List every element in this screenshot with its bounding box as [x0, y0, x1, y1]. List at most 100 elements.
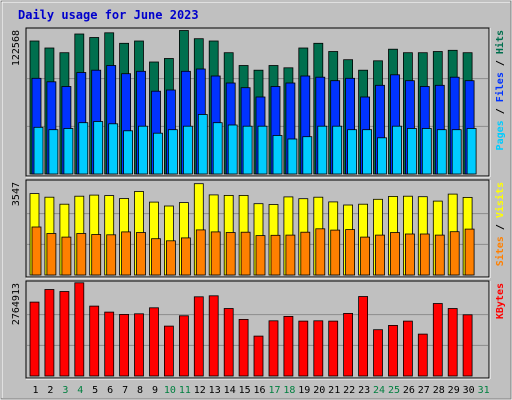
legend-entry: Visits [494, 182, 506, 218]
bar-pages-day-22 [347, 129, 358, 175]
day-label-30: 30 [463, 385, 475, 396]
day-label-29: 29 [448, 385, 460, 396]
bar-kbytes-day-1 [29, 301, 40, 377]
bar-pages-day-12 [197, 114, 208, 175]
bar-kbytes-day-12 [193, 296, 204, 377]
day-label-4: 4 [77, 385, 83, 396]
bar-kbytes-day-30 [462, 314, 473, 377]
bar-sites-day-16 [255, 235, 266, 276]
day-label-18: 18 [283, 385, 295, 396]
bar-pages-day-20 [317, 125, 328, 175]
legend-entry: / [495, 102, 506, 120]
bar-sites-day-20 [315, 228, 326, 276]
legend-entry: Sites [494, 236, 506, 266]
bar-kbytes-day-27 [417, 333, 428, 377]
bar-kbytes-day-6 [104, 311, 115, 377]
bar-kbytes-day-16 [253, 335, 264, 377]
bar-sites-day-23 [360, 236, 371, 276]
bar-sites-day-15 [240, 231, 251, 276]
chart-title: Daily usage for June 2023 [18, 8, 199, 22]
bar-pages-day-13 [212, 122, 223, 175]
bar-kbytes-day-10 [163, 325, 174, 377]
bar-pages-day-4 [78, 122, 89, 175]
bar-sites-day-6 [106, 234, 117, 276]
legend-entry: / [495, 218, 506, 236]
day-label-25: 25 [388, 385, 400, 396]
day-label-9: 9 [152, 385, 158, 396]
day-label-3: 3 [62, 385, 68, 396]
bar-pages-day-2 [48, 129, 59, 175]
bar-kbytes-day-24 [373, 329, 383, 377]
bar-pages-day-21 [332, 125, 343, 175]
bar-pages-day-28 [436, 129, 447, 175]
series-kbytes [29, 282, 473, 377]
bar-pages-day-27 [421, 128, 432, 175]
bar-kbytes-day-15 [238, 318, 249, 377]
bar-sites-day-2 [46, 233, 57, 276]
bar-sites-day-25 [390, 232, 400, 276]
bar-sites-day-21 [330, 229, 341, 276]
panel-legend: Pages / Files / Hits [494, 30, 506, 150]
bar-pages-day-30 [466, 128, 477, 175]
day-label-21: 21 [328, 385, 340, 396]
bar-sites-day-4 [76, 233, 87, 276]
panel-2: 3547 Sites / Visits [11, 179, 506, 279]
day-label-24: 24 [373, 385, 385, 396]
day-axis: 1 2 3 4 5 6 7 8 9 10 11 12 13 14 15 16 17 18 19 20 21 22 23 24 2… [32, 385, 489, 396]
bar-pages-day-3 [63, 128, 74, 175]
bar-sites-day-27 [419, 233, 430, 276]
bar-pages-day-26 [406, 128, 417, 175]
day-label-2: 2 [47, 385, 53, 396]
bar-pages-day-14 [227, 124, 238, 175]
day-label-31: 31 [478, 385, 490, 396]
bar-sites-day-11 [180, 237, 191, 276]
bar-pages-day-18 [287, 138, 298, 175]
bar-sites-day-24 [375, 234, 385, 276]
bar-pages-day-24 [377, 137, 387, 175]
bar-pages-day-17 [272, 135, 283, 175]
panel-legend: Sites / Visits [494, 182, 506, 266]
day-label-23: 23 [358, 385, 370, 396]
bar-pages-day-7 [123, 130, 133, 175]
day-label-28: 28 [433, 385, 445, 396]
day-label-7: 7 [122, 385, 128, 396]
bar-pages-day-29 [451, 129, 462, 175]
bar-pages-day-19 [302, 136, 313, 175]
bar-kbytes-day-29 [447, 308, 458, 377]
bar-pages-day-23 [362, 129, 373, 175]
bar-pages-day-9 [153, 132, 163, 175]
bar-kbytes-day-11 [178, 315, 189, 377]
bar-kbytes-day-22 [343, 312, 354, 377]
day-label-11: 11 [179, 385, 191, 396]
bar-pages-day-10 [167, 129, 178, 175]
bar-sites-day-17 [270, 234, 281, 276]
series-pages [33, 114, 477, 175]
bar-sites-day-10 [165, 240, 176, 276]
panel-max-label: 3547 [11, 182, 22, 206]
bar-kbytes-day-25 [388, 324, 398, 377]
bar-pages-day-6 [108, 123, 119, 175]
bar-sites-day-18 [285, 234, 296, 276]
bar-kbytes-day-9 [149, 307, 159, 377]
panel-3: 2764913 KBytes [11, 280, 506, 380]
bar-pages-day-8 [138, 125, 148, 175]
day-label-12: 12 [194, 385, 206, 396]
bar-sites-day-3 [61, 236, 72, 276]
bar-pages-day-25 [392, 125, 402, 175]
panel-1: 122568 Pages / Files / Hits [11, 27, 506, 178]
legend-entry: Hits [494, 30, 506, 54]
bar-kbytes-day-14 [223, 308, 234, 377]
bar-kbytes-day-18 [283, 315, 294, 377]
series-sites [31, 226, 475, 276]
bar-kbytes-day-23 [358, 296, 369, 377]
legend-entry: Pages [495, 120, 506, 150]
bar-pages-day-11 [182, 125, 193, 175]
bar-kbytes-day-19 [298, 320, 309, 377]
bar-kbytes-day-3 [59, 291, 70, 377]
chart-panels: 122568 Pages / Files / Hits 3547 Sites / Vi… [11, 27, 506, 380]
bar-kbytes-day-28 [432, 303, 443, 377]
legend-entry: KBytes [495, 283, 506, 319]
panel-max-label: 122568 [11, 30, 22, 66]
bar-sites-day-5 [91, 234, 102, 276]
day-label-14: 14 [224, 385, 236, 396]
